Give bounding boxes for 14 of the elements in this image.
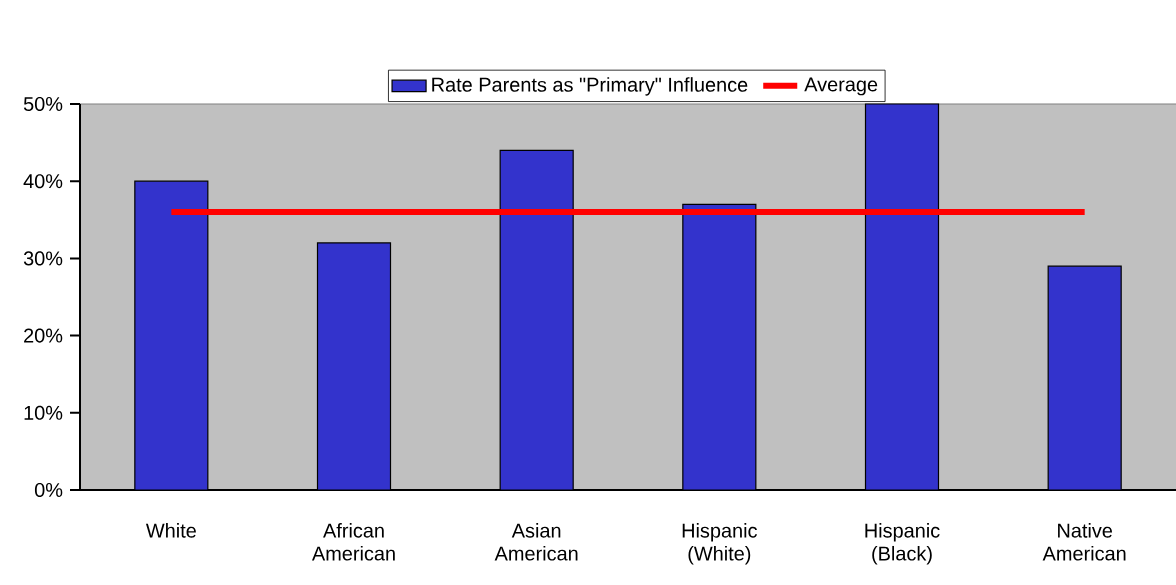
x-tick-label: White xyxy=(145,523,196,538)
x-tick-label: Hispanic (White) xyxy=(682,523,757,565)
y-tick-label: 0% xyxy=(34,482,63,498)
x-tick-label: Native American xyxy=(1042,523,1126,561)
y-tick-label: 30% xyxy=(23,251,63,266)
x-tick-label: Asian American xyxy=(494,523,578,561)
legend-label: Average xyxy=(804,77,878,96)
y-tick-label: 20% xyxy=(24,328,63,343)
x-tick-label: African American xyxy=(311,523,395,561)
y-tick-label: 10% xyxy=(24,405,63,420)
legend-label: Rate Parents as "Primary" Influence xyxy=(432,77,748,96)
x-tick-label: Hispanic (Black) xyxy=(865,523,940,565)
y-tick-label: 40% xyxy=(23,174,63,189)
y-tick-label: 50% xyxy=(23,96,63,112)
